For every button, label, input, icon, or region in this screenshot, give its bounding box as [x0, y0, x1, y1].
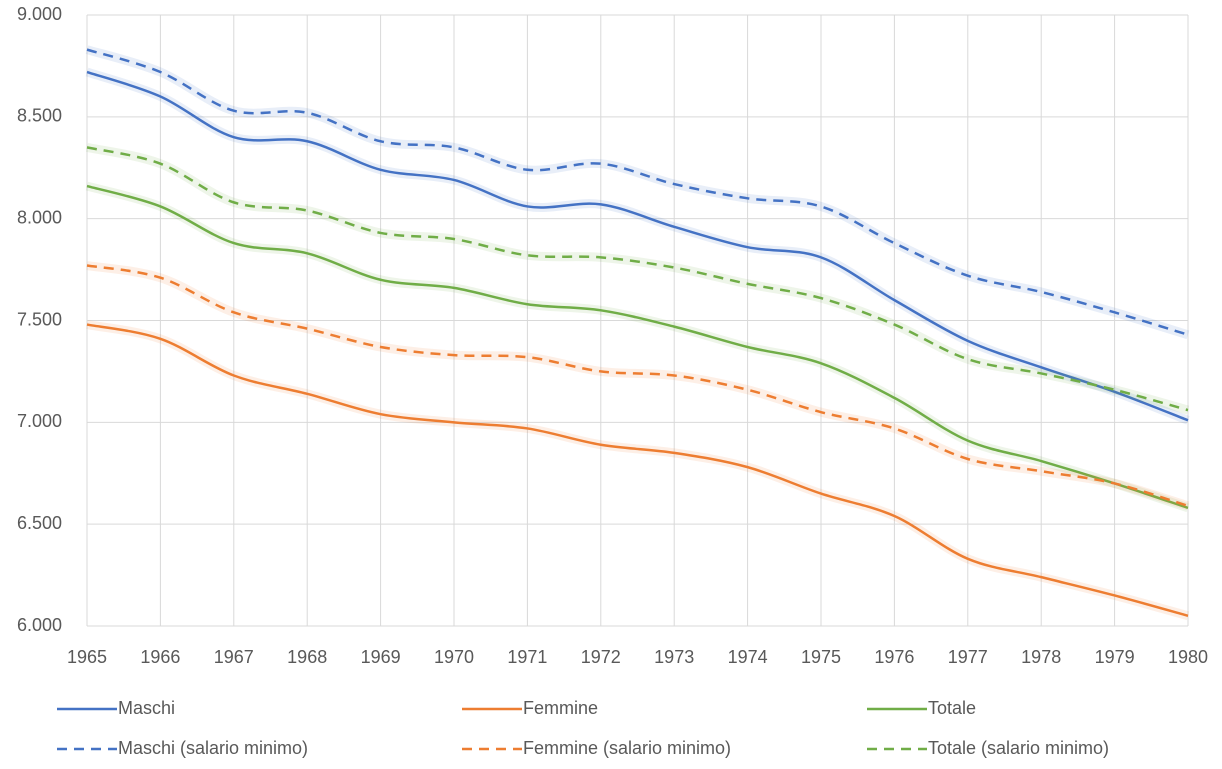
x-tick-label: 1969 — [361, 647, 401, 667]
x-tick-label: 1972 — [581, 647, 621, 667]
x-tick-label: 1974 — [728, 647, 768, 667]
x-tick-label: 1968 — [287, 647, 327, 667]
legend-label: Totale (salario minimo) — [928, 738, 1109, 758]
legend-label: Totale — [928, 698, 976, 718]
series-glow — [85, 181, 1190, 513]
legend-label: Femmine — [523, 698, 598, 718]
x-tick-label: 1970 — [434, 647, 474, 667]
x-tick-label: 1967 — [214, 647, 254, 667]
y-tick-label: 6.000 — [17, 615, 62, 635]
y-tick-label: 9.000 — [17, 4, 62, 24]
x-tick-label: 1971 — [507, 647, 547, 667]
x-tick-label: 1976 — [874, 647, 914, 667]
x-tick-label: 1965 — [67, 647, 107, 667]
series-line — [86, 48, 1189, 336]
y-tick-label: 8.000 — [17, 207, 62, 227]
series-line — [86, 70, 1189, 422]
legend-label: Femmine (salario minimo) — [523, 738, 731, 758]
x-tick-label: 1977 — [948, 647, 988, 667]
y-tick-label: 7.000 — [17, 411, 62, 431]
x-tick-label: 1978 — [1021, 647, 1061, 667]
legend-label: Maschi — [118, 698, 175, 718]
x-tick-label: 1966 — [140, 647, 180, 667]
series-line — [86, 146, 1189, 412]
x-tick-label: 1980 — [1168, 647, 1208, 667]
x-tick-label: 1975 — [801, 647, 841, 667]
series-line — [86, 264, 1189, 508]
y-tick-label: 7.500 — [17, 309, 62, 329]
x-tick-label: 1979 — [1095, 647, 1135, 667]
series-line — [86, 184, 1189, 510]
legend-label: Maschi (salario minimo) — [118, 738, 308, 758]
y-tick-label: 6.500 — [17, 513, 62, 533]
x-tick-label: 1973 — [654, 647, 694, 667]
series-line — [86, 323, 1189, 618]
y-tick-label: 8.500 — [17, 106, 62, 126]
series-glow — [85, 45, 1190, 340]
